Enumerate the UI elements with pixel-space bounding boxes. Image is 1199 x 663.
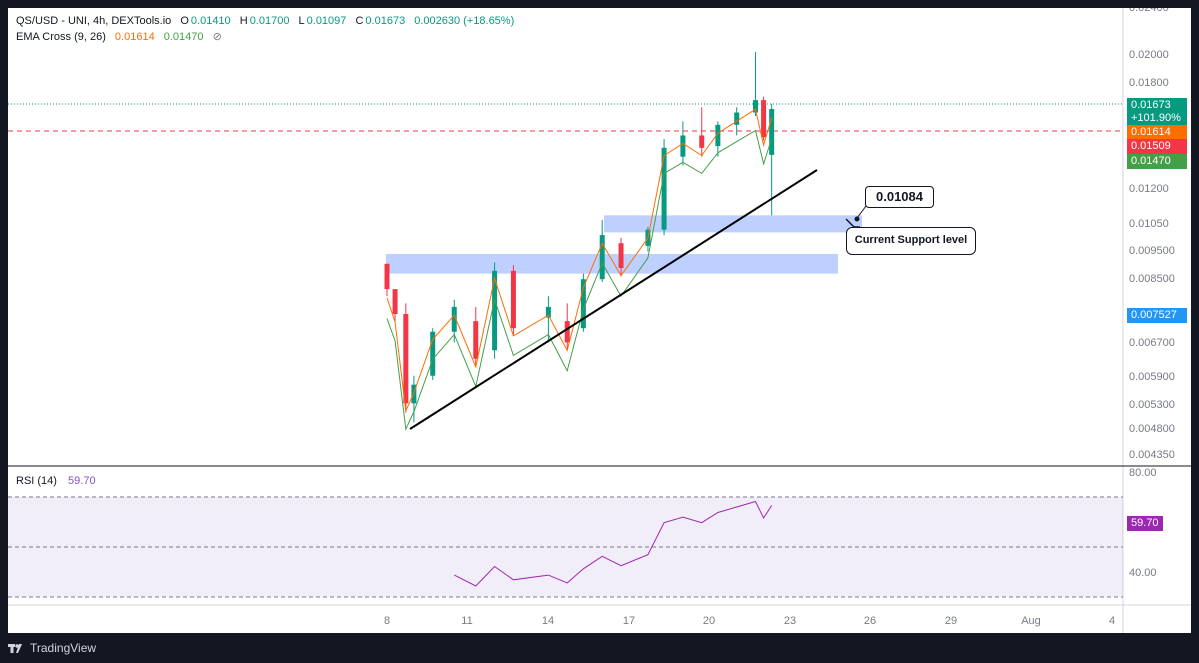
chart-panel[interactable]: 0.02400 0.02000 0.01800 0.01200 0.01050 0.009… — [8, 8, 1191, 633]
price-tick-label: 0.004800 — [1129, 423, 1175, 435]
candle-body — [384, 263, 390, 290]
time-tick-label: Aug — [1021, 615, 1041, 627]
footer-bar: TradingView — [0, 633, 1199, 663]
ema-fast-tag: 0.01614 — [1127, 125, 1187, 140]
time-tick-label: 17 — [623, 615, 635, 627]
time-tick-label: 8 — [384, 615, 390, 627]
candle-body — [715, 124, 721, 147]
rsi-value-tag: 59.70 — [1127, 516, 1163, 531]
price-tick-label: 0.01800 — [1129, 77, 1169, 89]
high-value: 0.01700 — [249, 15, 290, 27]
last-price-change: +101.90% — [1131, 112, 1181, 124]
rsi-legend[interactable]: RSI (14) 59.70 — [16, 475, 98, 487]
symbol-legend: QS/USD - UNI, 4h, DEXTools.io O 0.01410 H… — [16, 15, 516, 27]
rsi-label: RSI (14) — [16, 475, 57, 487]
ema-slow-line — [386, 129, 773, 431]
candle-body — [492, 270, 498, 351]
price-tick-label: 0.009500 — [1129, 245, 1175, 257]
ema-slow-value: 0.01470 — [163, 31, 204, 43]
support-label-callout[interactable]: Current Support level — [846, 227, 976, 255]
candle-body — [510, 270, 516, 329]
ema-fast-line — [386, 108, 773, 413]
close-label: C — [355, 15, 364, 27]
candle-body — [580, 279, 586, 329]
trend-line — [409, 169, 818, 430]
candle-body — [451, 306, 457, 332]
candle-body — [545, 306, 551, 318]
candle-body — [734, 112, 740, 125]
close-value: 0.01673 — [365, 15, 406, 27]
candle-body — [599, 235, 605, 280]
candle-body — [430, 331, 436, 376]
candle-body — [661, 147, 667, 230]
change-value: 0.002630 (+18.65%) — [414, 15, 515, 27]
low-value: 0.01097 — [306, 15, 347, 27]
brand[interactable]: TradingView — [8, 641, 96, 655]
last-price-value: 0.01673 — [1131, 99, 1171, 111]
brand-name: TradingView — [30, 641, 97, 655]
candle-body — [564, 321, 570, 343]
open-value: 0.01410 — [190, 15, 231, 27]
rsi-tick-label: 40.00 — [1129, 567, 1157, 579]
rsi-value: 59.70 — [68, 475, 96, 487]
time-tick-label: 11 — [461, 615, 472, 627]
time-tick-label: 26 — [864, 615, 876, 627]
ema-label: EMA Cross (9, 26) — [16, 31, 106, 43]
tradingview-logo-icon — [8, 644, 22, 653]
low-label: L — [298, 15, 305, 27]
candle-body — [403, 314, 409, 404]
time-tick-label: 23 — [784, 615, 796, 627]
symbol-label: QS/USD - UNI, 4h, DEXTools.io — [16, 15, 172, 27]
hidden-eye-icon[interactable]: ⊘ — [212, 31, 222, 43]
candle-body — [699, 135, 705, 148]
ema-slow-tag: 0.01470 — [1127, 154, 1187, 169]
time-tick-label: 14 — [542, 615, 554, 627]
time-tick-label: 20 — [703, 615, 715, 627]
time-tick-label: 29 — [945, 615, 957, 627]
price-tick-label: 0.02400 — [1129, 8, 1169, 14]
price-tick-label: 0.02000 — [1129, 49, 1169, 61]
candle-body — [618, 243, 624, 268]
candle-body — [761, 100, 767, 138]
rsi-line — [454, 500, 773, 587]
candle-body — [769, 108, 775, 155]
candle-body — [680, 135, 686, 157]
open-label: O — [180, 15, 189, 27]
high-label: H — [239, 15, 248, 27]
candle-body — [753, 100, 759, 113]
ema-legend[interactable]: EMA Cross (9, 26) 0.01614 0.01470 ⊘ — [16, 30, 224, 43]
support-value-anchor — [854, 216, 860, 222]
marker-price-tag: 0.01509 — [1127, 139, 1187, 154]
price-tick-label: 0.01050 — [1129, 218, 1169, 230]
ema-fast-value: 0.01614 — [114, 31, 155, 43]
candle-body — [473, 321, 479, 359]
support-zone-lower — [386, 254, 838, 274]
last-price-tag: 0.01673 +101.90% — [1127, 98, 1187, 126]
chart-canvas[interactable]: 0.02400 0.02000 0.01800 0.01200 0.01050 0.009… — [8, 8, 1191, 633]
price-tick-label: 0.005900 — [1129, 371, 1175, 383]
price-tick-label: 0.008500 — [1129, 273, 1175, 285]
crosshair-price-tag: 0.007527 — [1127, 308, 1187, 323]
price-tick-label: 0.005300 — [1129, 399, 1175, 411]
time-tick-label: 4 — [1109, 615, 1115, 627]
price-tick-label: 0.004350 — [1129, 449, 1175, 461]
rsi-tick-label: 80.00 — [1129, 467, 1157, 479]
price-tick-label: 0.006700 — [1129, 337, 1175, 349]
support-value-callout[interactable]: 0.01084 — [865, 186, 934, 208]
candle-body — [392, 289, 398, 314]
price-tick-label: 0.01200 — [1129, 183, 1169, 195]
